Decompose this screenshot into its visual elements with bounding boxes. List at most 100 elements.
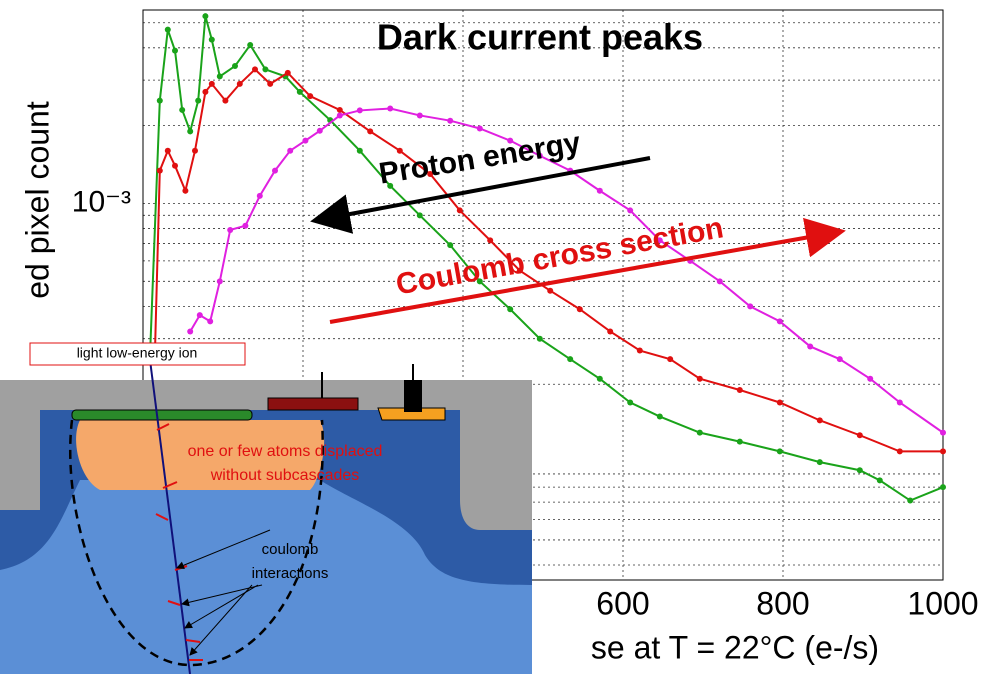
data-point — [856, 432, 863, 439]
x-tick-label: 800 — [756, 585, 809, 621]
data-point — [336, 112, 343, 119]
data-point — [316, 127, 323, 134]
data-point — [567, 356, 574, 363]
gate — [267, 397, 359, 411]
ion-label: light low-energy ion — [77, 345, 198, 361]
data-point — [208, 36, 215, 43]
data-point — [896, 448, 903, 455]
data-point — [227, 226, 234, 233]
displaced-label: one or few atoms displaced — [188, 443, 383, 460]
data-point — [156, 97, 163, 104]
data-point — [776, 318, 783, 325]
ion-track — [149, 359, 191, 674]
data-point — [696, 429, 703, 436]
isolation — [0, 410, 40, 510]
data-point — [207, 318, 214, 325]
coulomb-label: coulomb — [262, 541, 319, 558]
plot-frame — [142, 9, 944, 581]
annotation: Proton energy — [377, 126, 583, 190]
data-point — [636, 347, 643, 354]
data-point — [907, 497, 914, 504]
data-point — [172, 47, 178, 54]
data-point — [202, 88, 209, 95]
data-point — [536, 152, 543, 159]
data-point — [516, 267, 523, 274]
data-point — [247, 42, 254, 49]
data-point — [876, 477, 883, 484]
data-point — [747, 303, 754, 310]
data-point — [667, 356, 674, 363]
data-point — [336, 106, 343, 113]
data-point — [236, 80, 243, 87]
data-point — [536, 335, 543, 342]
data-point — [187, 328, 194, 335]
data-point — [607, 328, 614, 335]
data-point — [156, 167, 163, 174]
data-point — [387, 105, 394, 112]
data-point — [940, 484, 946, 491]
pinning — [71, 409, 253, 421]
drain — [377, 407, 446, 421]
data-point — [940, 429, 946, 436]
data-point — [487, 237, 494, 244]
data-point — [427, 171, 434, 178]
data-point — [656, 413, 663, 420]
data-point — [195, 97, 202, 104]
coulomb-label: interactions — [252, 565, 329, 582]
data-point — [367, 128, 374, 135]
data-point — [302, 137, 309, 144]
data-point — [182, 187, 189, 194]
data-point — [252, 66, 258, 73]
data-point — [596, 375, 603, 382]
data-point — [216, 73, 223, 80]
data-point — [216, 278, 223, 285]
data-point — [196, 312, 203, 319]
data-point — [696, 375, 703, 382]
data-point — [507, 306, 514, 313]
data-point — [507, 137, 514, 144]
y-axis-label: ed pixel count — [19, 101, 55, 299]
data-point — [396, 147, 403, 154]
displaced-label: without subcascades — [210, 467, 360, 484]
data-point — [447, 242, 454, 249]
data-point — [627, 399, 634, 406]
x-axis-label: se at T = 22°C (e-/s) — [591, 629, 879, 665]
y-tick-label: 10⁻³ — [72, 185, 131, 218]
data-point — [596, 187, 603, 194]
data-point — [807, 343, 814, 350]
data-point — [164, 26, 171, 33]
data-point — [716, 278, 723, 285]
data-point — [856, 467, 863, 474]
data-point — [447, 117, 454, 124]
data-point — [267, 80, 274, 87]
data-point — [816, 459, 823, 466]
data-point — [776, 448, 783, 455]
data-point — [576, 306, 583, 313]
chart-title: Dark current peaks — [377, 17, 703, 58]
data-point — [476, 125, 483, 132]
arrow — [329, 217, 846, 324]
data-point — [736, 438, 743, 445]
data-point — [172, 162, 178, 169]
data-point — [547, 287, 554, 294]
data-point — [296, 88, 303, 95]
data-point — [816, 417, 823, 424]
x-tick-label: 600 — [596, 585, 649, 621]
arrow — [189, 584, 253, 656]
inset-diagram: light low-energy ion one or few atoms di… — [0, 342, 532, 674]
data-point — [836, 356, 843, 363]
data-point — [202, 13, 209, 20]
data-point — [940, 448, 946, 455]
data-point — [262, 66, 269, 73]
data-point — [476, 278, 483, 285]
data-point — [222, 97, 229, 104]
data-point — [272, 167, 278, 174]
isolation — [460, 410, 532, 530]
data-point — [242, 222, 249, 229]
data-point — [287, 147, 294, 154]
x-tick-label: 1000 — [907, 585, 978, 621]
depletion-boundary — [68, 419, 324, 667]
data-point — [356, 147, 363, 154]
arrow — [176, 529, 271, 570]
